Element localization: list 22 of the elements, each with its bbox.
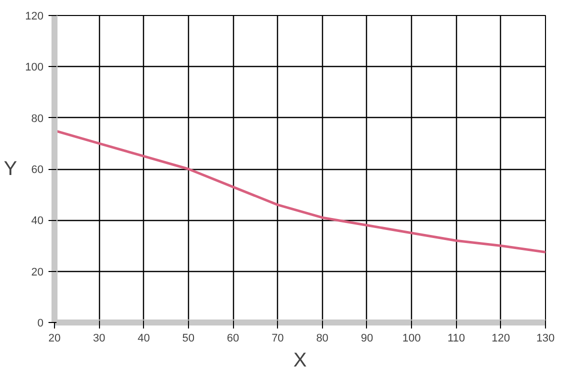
x-tick-label: 30 bbox=[93, 332, 106, 344]
x-tick-label: 70 bbox=[272, 332, 284, 344]
x-tick-label: 120 bbox=[492, 332, 510, 344]
y-tick-label: 20 bbox=[31, 266, 44, 278]
x-tick-label: 100 bbox=[402, 332, 421, 344]
y-tick-label: 60 bbox=[31, 164, 44, 176]
y-tick-label: 80 bbox=[31, 112, 44, 125]
y-tick-label: 100 bbox=[25, 62, 44, 74]
y-tick-label: 0 bbox=[37, 318, 44, 330]
x-axis-title: X bbox=[293, 350, 307, 372]
y-tick-label: 120 bbox=[25, 10, 44, 22]
y-axis-title: Y bbox=[4, 158, 18, 180]
x-tick-label: 90 bbox=[360, 332, 374, 344]
line-series bbox=[54, 129, 546, 254]
x-tick-label: 80 bbox=[316, 332, 328, 344]
y-tick-label: 40 bbox=[31, 215, 44, 228]
x-tick-label: 110 bbox=[447, 332, 466, 344]
x-tick-label: 130 bbox=[536, 332, 555, 344]
x-tick-label: 50 bbox=[182, 332, 195, 344]
x-tick-label: 60 bbox=[226, 332, 240, 344]
x-tick-label: 20 bbox=[48, 332, 61, 344]
x-tick-label: 40 bbox=[138, 332, 150, 344]
